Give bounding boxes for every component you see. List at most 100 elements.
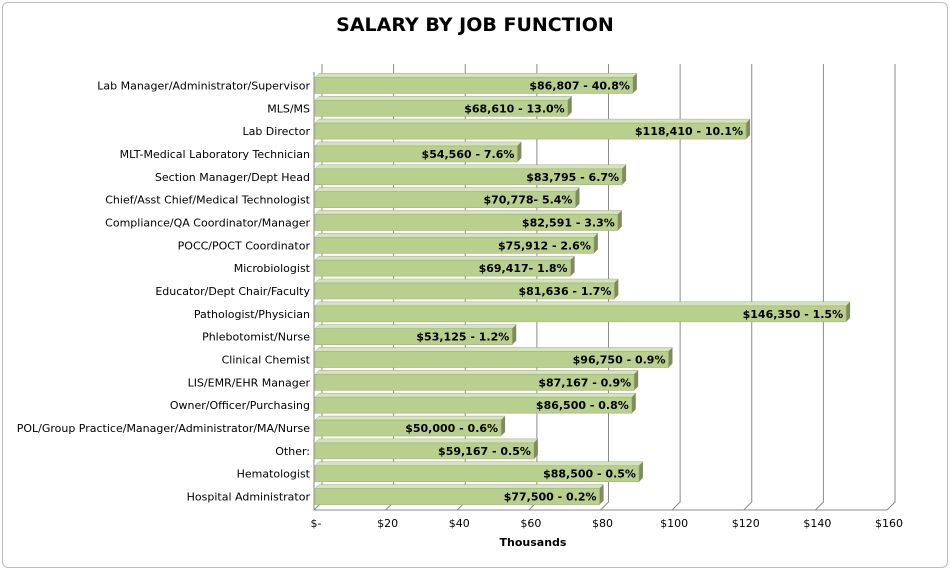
category-label: Lab Manager/Administrator/Supervisor (97, 79, 310, 92)
category-label: Compliance/QA Coordinator/Manager (105, 216, 310, 229)
bar (314, 465, 640, 483)
bar-top (314, 484, 605, 489)
category-label: MLT-Medical Laboratory Technician (120, 148, 310, 161)
bar-top (314, 438, 539, 444)
bar-side (501, 416, 506, 437)
bar-side (638, 461, 643, 482)
bar (314, 305, 847, 323)
bar (314, 145, 518, 163)
x-tick-label: $80 (592, 517, 613, 530)
bar-side (634, 370, 639, 391)
category-label: Lab Director (242, 125, 310, 138)
data-label: $81,636 - 1.7% (519, 285, 612, 298)
data-label: $87,167 - 0.9% (538, 376, 631, 389)
bar (314, 351, 669, 368)
bar (314, 237, 595, 254)
bar-side (614, 279, 619, 299)
bar-top (314, 233, 599, 238)
bar-top (314, 370, 639, 375)
bar (314, 282, 615, 300)
bar-side (575, 187, 580, 208)
data-label: $54,560 - 7.6% (422, 148, 515, 161)
data-label: $82,591 - 3.3% (522, 216, 615, 229)
category-label: Other: (275, 445, 310, 458)
bar-side (846, 301, 851, 322)
data-label: $68,610 - 13.0% (464, 102, 565, 115)
x-tick-label: $- (311, 517, 322, 530)
category-label: LIS/EMR/EHR Manager (188, 376, 311, 389)
category-label: Owner/Officer/Purchasing (170, 399, 310, 412)
bar (314, 214, 619, 231)
category-label: POCC/POCT Coordinator (178, 239, 311, 252)
bar (314, 191, 576, 208)
gridline (815, 64, 824, 511)
data-label: $75,912 - 2.6% (498, 239, 591, 252)
category-label: POL/Group Practice/Manager/Administrator… (17, 422, 311, 435)
bar-side (631, 393, 636, 414)
bar-side (533, 438, 538, 459)
data-label: $146,350 - 1.5% (743, 308, 844, 321)
bar-top (314, 118, 751, 124)
category-label: Pathologist/Physician (194, 308, 310, 321)
category-label: Chief/Asst Chief/Medical Technologist (105, 194, 310, 207)
x-tick-label: $60 (520, 517, 541, 530)
bar (314, 442, 535, 460)
bar (314, 168, 623, 186)
category-label: Section Manager/Dept Head (155, 171, 310, 184)
category-label: MLS/MS (267, 102, 310, 115)
bar (314, 419, 502, 437)
bar-side (512, 324, 517, 345)
bar-top (314, 461, 644, 466)
bar (314, 488, 600, 505)
bar-top (314, 278, 619, 284)
category-label: Educator/Dept Chair/Faculty (155, 285, 310, 298)
bar-top (314, 164, 627, 170)
category-label: Microbiologist (234, 262, 311, 275)
data-label: $86,500 - 0.8% (536, 399, 629, 412)
data-label: $88,500 - 0.5% (543, 468, 636, 481)
bar-side (617, 210, 622, 231)
gridline (886, 64, 896, 511)
data-label: $70,778- 5.4% (483, 194, 572, 207)
bar-top (314, 210, 623, 215)
bar-side (593, 233, 598, 254)
gridline (743, 64, 753, 511)
bar-side (567, 96, 572, 117)
bar-top (314, 255, 576, 261)
x-tick-label: $120 (732, 517, 760, 530)
bar-side (517, 141, 522, 162)
gridline (600, 64, 609, 511)
bar (314, 122, 747, 140)
bar-top (314, 96, 573, 101)
x-tick-label: $20 (377, 517, 398, 530)
bar-side (746, 119, 751, 140)
data-label: $86,807 - 40.8% (529, 79, 630, 92)
x-tick-label: $40 (449, 517, 470, 530)
bar-side (668, 347, 673, 368)
gridline (671, 64, 681, 511)
data-label: $83,795 - 6.7% (526, 171, 619, 184)
chart-title: SALARY BY JOB FUNCTION (336, 14, 614, 36)
category-label: Hematologist (237, 468, 311, 481)
data-label: $96,750 - 0.9% (573, 354, 666, 367)
x-tick-label: $100 (660, 517, 688, 530)
data-label: $77,500 - 0.2% (504, 491, 597, 504)
category-label: Phlebotomist/Nurse (202, 331, 310, 344)
bar-top (314, 415, 506, 421)
bar-top (314, 324, 517, 329)
bar-top (314, 347, 674, 352)
data-label: $118,410 - 10.1% (635, 125, 743, 138)
bar-side (599, 484, 604, 505)
data-label: $50,000 - 0.6% (405, 422, 498, 435)
data-label: $53,125 - 1.2% (416, 331, 509, 344)
bar (314, 99, 569, 117)
x-axis-title: Thousands (500, 536, 567, 549)
data-label: $59,167 - 0.5% (438, 445, 531, 458)
category-label: Clinical Chemist (222, 354, 311, 367)
bar-top (314, 392, 637, 398)
bar (314, 396, 633, 414)
category-label: Hospital Administrator (187, 491, 311, 504)
bar-top (314, 187, 581, 192)
